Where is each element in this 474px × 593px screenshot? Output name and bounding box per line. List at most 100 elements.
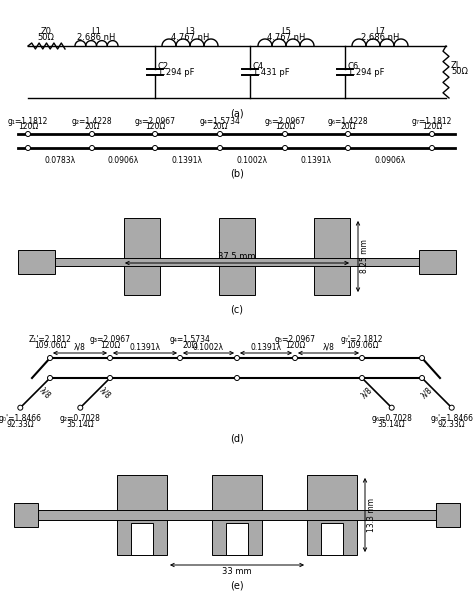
Text: 2.686 nH: 2.686 nH <box>77 33 115 42</box>
Text: 1.294 pF: 1.294 pF <box>158 68 194 77</box>
Text: g₁=1.1812: g₁=1.1812 <box>8 117 48 126</box>
Text: g₄=1.5734: g₄=1.5734 <box>200 117 240 126</box>
Text: g₅=2.0967: g₅=2.0967 <box>264 117 306 126</box>
Text: 35.14Ω: 35.14Ω <box>378 420 406 429</box>
Bar <box>314 218 350 295</box>
Circle shape <box>359 355 365 361</box>
Text: 0.0906λ: 0.0906λ <box>108 156 139 165</box>
Text: λ/8: λ/8 <box>98 385 113 400</box>
Text: λ/8: λ/8 <box>419 385 434 400</box>
Text: 2.686 nH: 2.686 nH <box>361 33 399 42</box>
Text: g₇=1.1812: g₇=1.1812 <box>412 117 452 126</box>
Text: 120Ω: 120Ω <box>145 122 165 131</box>
Circle shape <box>346 145 350 151</box>
Text: g₀'=1.8466: g₀'=1.8466 <box>0 414 42 423</box>
Circle shape <box>47 355 53 361</box>
Circle shape <box>419 375 425 381</box>
Circle shape <box>26 145 30 151</box>
Text: 120Ω: 120Ω <box>100 341 120 350</box>
Circle shape <box>90 132 94 136</box>
Circle shape <box>429 145 435 151</box>
Text: 92.33Ω: 92.33Ω <box>438 420 465 429</box>
Bar <box>219 218 255 295</box>
Circle shape <box>108 355 112 361</box>
Text: 1.294 pF: 1.294 pF <box>348 68 384 77</box>
Text: ZL: ZL <box>451 62 461 71</box>
Bar <box>124 218 160 295</box>
Text: 120Ω: 120Ω <box>275 122 295 131</box>
Text: 120Ω: 120Ω <box>18 122 38 131</box>
Text: 0.0906λ: 0.0906λ <box>374 156 406 165</box>
Text: g₂=0.7028: g₂=0.7028 <box>60 414 101 423</box>
Bar <box>307 475 357 555</box>
Circle shape <box>47 375 53 381</box>
Text: L3: L3 <box>185 27 195 36</box>
Text: (a): (a) <box>230 108 244 118</box>
Text: C6: C6 <box>348 62 359 71</box>
Text: 1.431 pF: 1.431 pF <box>253 68 290 77</box>
Text: 20Ω: 20Ω <box>340 122 356 131</box>
Text: g₃=2.0967: g₃=2.0967 <box>135 117 175 126</box>
Text: g₃=2.0967: g₃=2.0967 <box>90 335 130 344</box>
Text: 92.33Ω: 92.33Ω <box>7 420 34 429</box>
Circle shape <box>177 355 182 361</box>
Text: (d): (d) <box>230 433 244 444</box>
Circle shape <box>218 145 222 151</box>
Circle shape <box>218 132 222 136</box>
Circle shape <box>108 375 112 381</box>
Text: 120Ω: 120Ω <box>285 341 305 350</box>
Text: g₄=1.5734: g₄=1.5734 <box>170 335 210 344</box>
Bar <box>55 258 419 266</box>
Circle shape <box>18 405 23 410</box>
Bar <box>14 503 38 527</box>
Text: 0.1391λ: 0.1391λ <box>172 156 203 165</box>
Circle shape <box>449 405 454 410</box>
Text: (e): (e) <box>230 580 244 590</box>
Text: λ/8: λ/8 <box>323 343 335 352</box>
Bar <box>436 503 460 527</box>
Text: 20Ω: 20Ω <box>182 341 198 350</box>
Text: 4.767 nH: 4.767 nH <box>267 33 305 42</box>
Text: 0.1002λ: 0.1002λ <box>237 156 268 165</box>
Text: 50Ω: 50Ω <box>37 33 55 42</box>
Bar <box>419 250 456 274</box>
Text: (c): (c) <box>230 305 244 315</box>
Text: 0.0783λ: 0.0783λ <box>45 156 75 165</box>
Circle shape <box>283 145 288 151</box>
Text: C4: C4 <box>253 62 264 71</box>
Text: g₇'=2.1812: g₇'=2.1812 <box>341 335 383 344</box>
Circle shape <box>78 405 83 410</box>
Circle shape <box>153 132 157 136</box>
Text: C2: C2 <box>158 62 169 71</box>
Text: g₆=1.4228: g₆=1.4228 <box>328 117 368 126</box>
Text: g₈'=1.8466: g₈'=1.8466 <box>430 414 473 423</box>
Bar <box>117 475 167 555</box>
Text: L7: L7 <box>375 27 385 36</box>
Text: L5: L5 <box>281 27 291 36</box>
Text: 33 mm: 33 mm <box>222 567 252 576</box>
Circle shape <box>90 145 94 151</box>
Circle shape <box>359 375 365 381</box>
Text: λ/8: λ/8 <box>38 385 53 400</box>
Circle shape <box>26 132 30 136</box>
Circle shape <box>292 355 298 361</box>
Bar <box>18 250 55 274</box>
Circle shape <box>235 355 239 361</box>
Text: g₂=1.4228: g₂=1.4228 <box>72 117 112 126</box>
Bar <box>131 523 153 555</box>
Text: 4.767 nH: 4.767 nH <box>171 33 209 42</box>
Circle shape <box>346 132 350 136</box>
Text: Z₁'=2.1812: Z₁'=2.1812 <box>28 335 72 344</box>
Text: 37.5 mm: 37.5 mm <box>218 252 256 261</box>
Circle shape <box>153 145 157 151</box>
Text: 20Ω: 20Ω <box>84 122 100 131</box>
Bar <box>321 523 343 555</box>
Text: g₆=0.7028: g₆=0.7028 <box>371 414 412 423</box>
Circle shape <box>419 355 425 361</box>
Text: g₅=2.0967: g₅=2.0967 <box>274 335 316 344</box>
Text: 8.25 mm: 8.25 mm <box>360 240 369 273</box>
Text: λ/8: λ/8 <box>359 385 374 400</box>
Text: λ/8: λ/8 <box>74 343 86 352</box>
Text: 35.14Ω: 35.14Ω <box>66 420 94 429</box>
Text: Z0: Z0 <box>40 27 52 36</box>
